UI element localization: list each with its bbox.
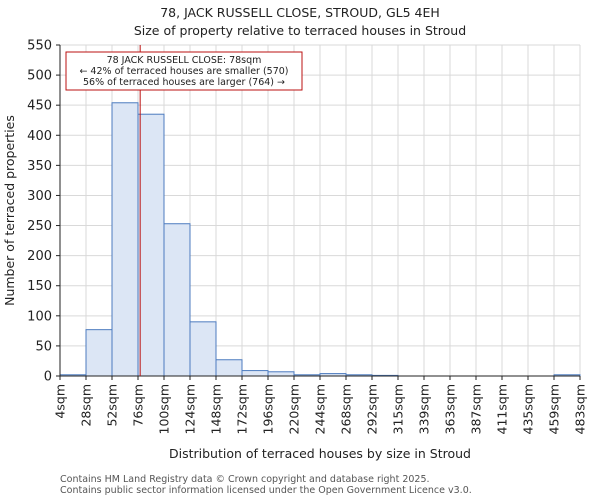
x-tick-label: 292sqm: [365, 384, 380, 434]
histogram-bar: [267, 371, 295, 377]
y-axis-title: Number of terraced properties: [2, 115, 17, 306]
histogram-bar: [241, 370, 269, 377]
histogram-bar: [215, 359, 243, 377]
annotation-smaller: ← 42% of terraced houses are smaller (57…: [79, 66, 288, 77]
y-tick-label: 500: [27, 69, 52, 84]
y-tick-label: 0: [44, 370, 52, 385]
x-tick-label: 411sqm: [495, 384, 510, 434]
y-tick-label: 350: [27, 159, 52, 174]
histogram-bar: [137, 113, 165, 377]
histogram-bar: [189, 321, 217, 377]
x-tick-label: 387sqm: [469, 384, 484, 434]
x-tick-label: 4sqm: [53, 384, 68, 419]
y-tick-label: 450: [27, 99, 52, 114]
y-tick-label: 100: [27, 309, 52, 324]
histogram-bar: [111, 102, 139, 377]
histogram-bar: [85, 329, 113, 377]
y-tick-label: 150: [27, 279, 52, 294]
x-tick-label: 435sqm: [521, 384, 536, 434]
x-axis-title: Distribution of terraced houses by size …: [169, 446, 471, 461]
x-tick-label: 339sqm: [417, 384, 432, 434]
histogram-bar: [163, 223, 191, 377]
annotation-title: 78 JACK RUSSELL CLOSE: 78sqm: [107, 55, 262, 66]
annotation-larger: 56% of terraced houses are larger (764) …: [83, 77, 285, 88]
footer-line-2: Contains public sector information licen…: [60, 485, 472, 496]
x-tick-label: 244sqm: [313, 384, 328, 434]
x-tick-label: 268sqm: [339, 384, 354, 434]
x-tick-label: 100sqm: [157, 384, 172, 434]
y-tick-label: 300: [27, 189, 52, 204]
x-tick-label: 363sqm: [443, 384, 458, 434]
x-tick-label: 196sqm: [261, 384, 276, 434]
y-tick-label: 200: [27, 249, 52, 264]
x-tick-label: 76sqm: [131, 384, 146, 427]
x-tick-label: 172sqm: [235, 384, 250, 434]
x-tick-label: 483sqm: [573, 384, 588, 434]
y-tick-label: 250: [27, 219, 52, 234]
y-tick-label: 400: [27, 129, 52, 144]
y-tick-label: 550: [27, 39, 52, 54]
x-tick-label: 52sqm: [105, 384, 120, 427]
footer-line-1: Contains HM Land Registry data © Crown c…: [60, 474, 430, 485]
annotation-box: [65, 51, 303, 91]
chart-title: 78, JACK RUSSELL CLOSE, STROUD, GL5 4EH: [160, 5, 440, 20]
x-tick-label: 315sqm: [391, 384, 406, 434]
x-tick-label: 220sqm: [287, 384, 302, 434]
chart-subtitle: Size of property relative to terraced ho…: [133, 23, 467, 38]
x-tick-label: 28sqm: [79, 384, 94, 427]
x-tick-label: 459sqm: [547, 384, 562, 434]
x-tick-label: 124sqm: [183, 384, 198, 434]
y-tick-label: 50: [35, 339, 52, 354]
x-tick-label: 148sqm: [209, 384, 224, 434]
